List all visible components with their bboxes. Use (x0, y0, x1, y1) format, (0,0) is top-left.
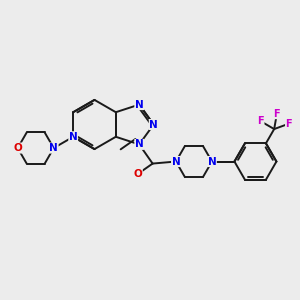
Text: N: N (172, 157, 180, 166)
Text: F: F (257, 116, 264, 126)
Text: O: O (13, 143, 22, 153)
Text: F: F (274, 109, 280, 119)
Text: N: N (149, 119, 158, 130)
Text: F: F (286, 119, 292, 129)
Text: N: N (135, 140, 144, 149)
Text: N: N (208, 157, 216, 166)
Text: N: N (135, 100, 144, 110)
Text: O: O (134, 169, 142, 179)
Text: N: N (49, 143, 58, 153)
Text: N: N (69, 132, 78, 142)
